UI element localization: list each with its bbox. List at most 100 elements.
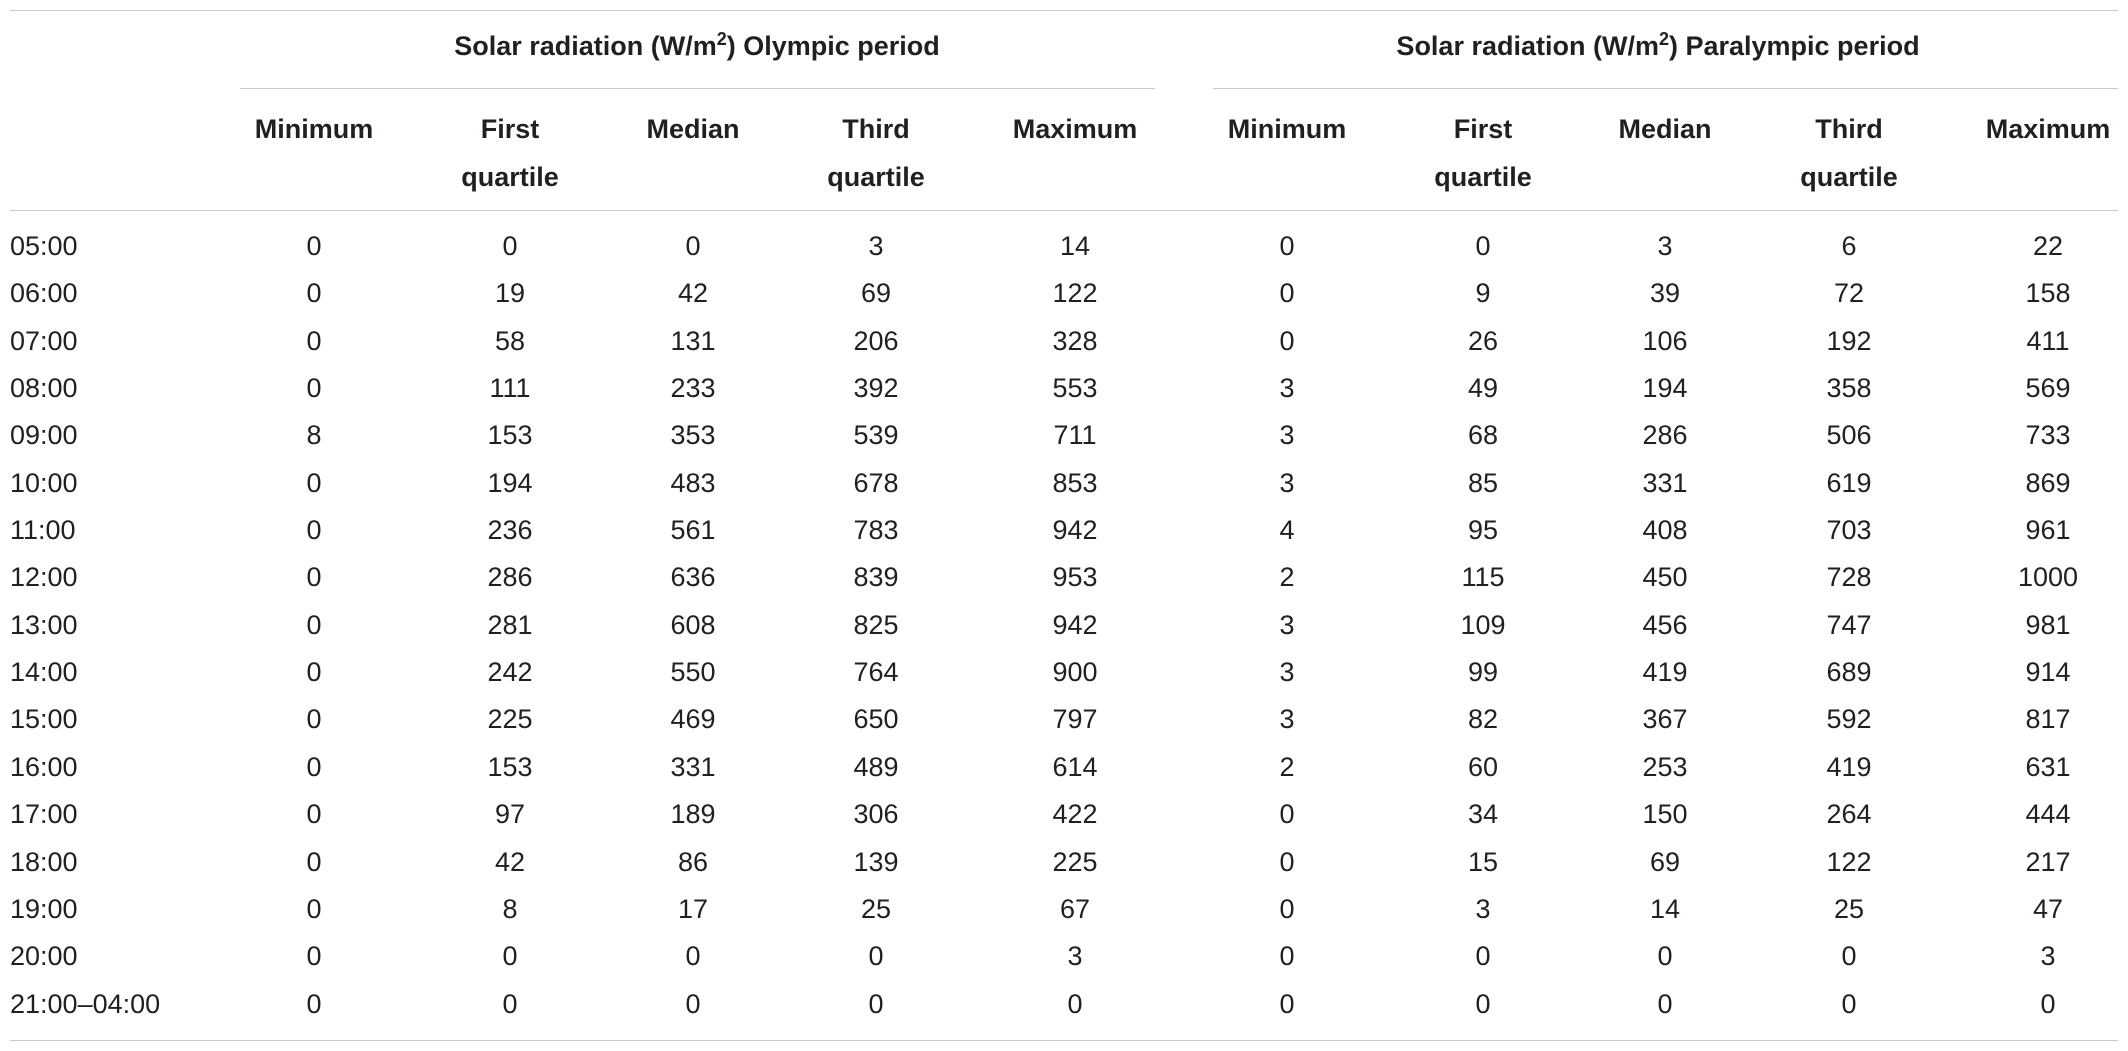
row-label-6: 11:00	[10, 515, 76, 546]
table-cell: 286	[487, 562, 533, 593]
table-cell: 86	[677, 846, 709, 877]
row-label-12: 17:00	[10, 799, 78, 830]
table-cell: 0	[1475, 941, 1491, 972]
table-cell: 539	[853, 420, 899, 451]
table-cell: 225	[1052, 846, 1098, 877]
table-cell: 0	[685, 230, 701, 261]
table-cell: 0	[502, 941, 518, 972]
column-header-6-line-0: First	[1453, 114, 1513, 144]
table-cell: 3	[1279, 467, 1295, 498]
table-cell: 42	[677, 278, 709, 309]
table-cell: 392	[853, 373, 899, 403]
group-header-paralympic-prefix: Solar radiation (W/m	[1396, 31, 1659, 61]
table-cell: 225	[487, 704, 533, 735]
table-cell: 97	[494, 799, 526, 830]
table-cell: 99	[1467, 657, 1499, 688]
column-header-4-line-0: Maximum	[1012, 114, 1138, 144]
table-cell: 192	[1826, 325, 1872, 356]
table-cell: 25	[1833, 893, 1865, 924]
group-header-paralympic-suffix: ) Paralympic period	[1668, 31, 1920, 61]
table-cell: 153	[487, 751, 533, 782]
group-header-olympic-prefix: Solar radiation (W/m	[454, 31, 717, 61]
table-cell: 0	[1279, 799, 1295, 830]
table-cell: 900	[1052, 657, 1098, 688]
table-cell: 0	[2040, 988, 2056, 1019]
table-cell: 3	[1279, 373, 1295, 403]
table-cell: 636	[670, 562, 716, 593]
table-cell: 14	[1059, 230, 1091, 261]
table-cell: 150	[1642, 799, 1688, 830]
column-header-1-line-0: First	[480, 114, 540, 144]
column-header-7-line-0: Median	[1618, 114, 1712, 144]
table-cell: 264	[1826, 799, 1872, 830]
table-cell: 419	[1826, 751, 1872, 782]
table-cell: 242	[487, 657, 533, 688]
table-cell: 0	[1279, 893, 1295, 924]
table-cell: 550	[670, 657, 716, 688]
table-cell: 9	[1475, 278, 1491, 309]
group-header-olympic: Solar radiation (W/m2) Olympic period	[454, 30, 940, 61]
column-header-2: Median	[646, 105, 739, 153]
table-cell: 0	[1475, 230, 1491, 261]
group-header-paralympic: Solar radiation (W/m2) Paralympic period	[1396, 30, 1920, 61]
table-cell: 869	[2025, 467, 2071, 498]
table-cell: 0	[1067, 988, 1083, 1019]
table-cell: 0	[1279, 846, 1295, 877]
table-cell: 0	[1279, 941, 1295, 972]
table-cell: 95	[1467, 515, 1499, 546]
table-cell: 456	[1642, 609, 1688, 640]
paralympic-group-rule	[1213, 88, 2118, 89]
top-rule	[10, 10, 2118, 11]
table-cell: 825	[853, 609, 899, 640]
column-header-9-line-0: Maximum	[1985, 114, 2111, 144]
table-cell: 306	[853, 799, 899, 830]
table-cell: 3	[868, 230, 884, 261]
table-cell: 353	[670, 420, 716, 451]
table-cell: 961	[2025, 515, 2071, 546]
table-cell: 0	[868, 941, 884, 972]
table-cell: 0	[1841, 988, 1857, 1019]
table-cell: 0	[306, 325, 322, 356]
table-cell: 2	[1279, 751, 1295, 782]
table-cell: 450	[1642, 562, 1688, 593]
table-cell: 0	[306, 467, 322, 498]
table-cell: 58	[494, 325, 526, 356]
column-header-3: Third quartile	[827, 105, 925, 201]
column-header-9: Maximum	[1986, 105, 2111, 153]
table-cell: 0	[306, 893, 322, 924]
table-cell: 764	[853, 657, 899, 688]
table-cell: 111	[489, 373, 531, 403]
table-cell: 26	[1467, 325, 1499, 356]
row-label-13: 18:00	[10, 846, 78, 877]
table-cell: 678	[853, 467, 899, 498]
table-cell: 3	[1279, 657, 1295, 688]
table-cell: 328	[1052, 325, 1098, 356]
row-label-1: 06:00	[10, 278, 78, 309]
table-cell: 60	[1467, 751, 1499, 782]
row-label-2: 07:00	[10, 325, 78, 356]
table-cell: 0	[306, 278, 322, 309]
column-header-5: Minimum	[1228, 105, 1347, 153]
table-cell: 0	[1279, 988, 1295, 1019]
table-cell: 0	[306, 373, 322, 403]
table-cell: 853	[1052, 467, 1098, 498]
table-cell: 0	[306, 230, 322, 261]
table-cell: 15	[1467, 846, 1499, 877]
column-header-3-line-1: quartile	[827, 162, 925, 192]
table-cell: 0	[502, 988, 518, 1019]
table-cell: 158	[2025, 278, 2071, 309]
table-cell: 82	[1467, 704, 1499, 735]
table-cell: 747	[1826, 609, 1872, 640]
table-cell: 0	[1279, 325, 1295, 356]
table-cell: 25	[860, 893, 892, 924]
table-cell: 122	[1826, 846, 1872, 877]
table-cell: 650	[853, 704, 899, 735]
row-label-16: 21:00–04:00	[10, 988, 161, 1019]
table-cell: 733	[2025, 420, 2071, 451]
table-cell: 942	[1052, 609, 1098, 640]
table-cell: 614	[1052, 751, 1098, 782]
table-cell: 569	[2025, 373, 2071, 403]
table-cell: 0	[1279, 278, 1295, 309]
row-label-5: 10:00	[10, 467, 78, 498]
table-cell: 0	[306, 751, 322, 782]
